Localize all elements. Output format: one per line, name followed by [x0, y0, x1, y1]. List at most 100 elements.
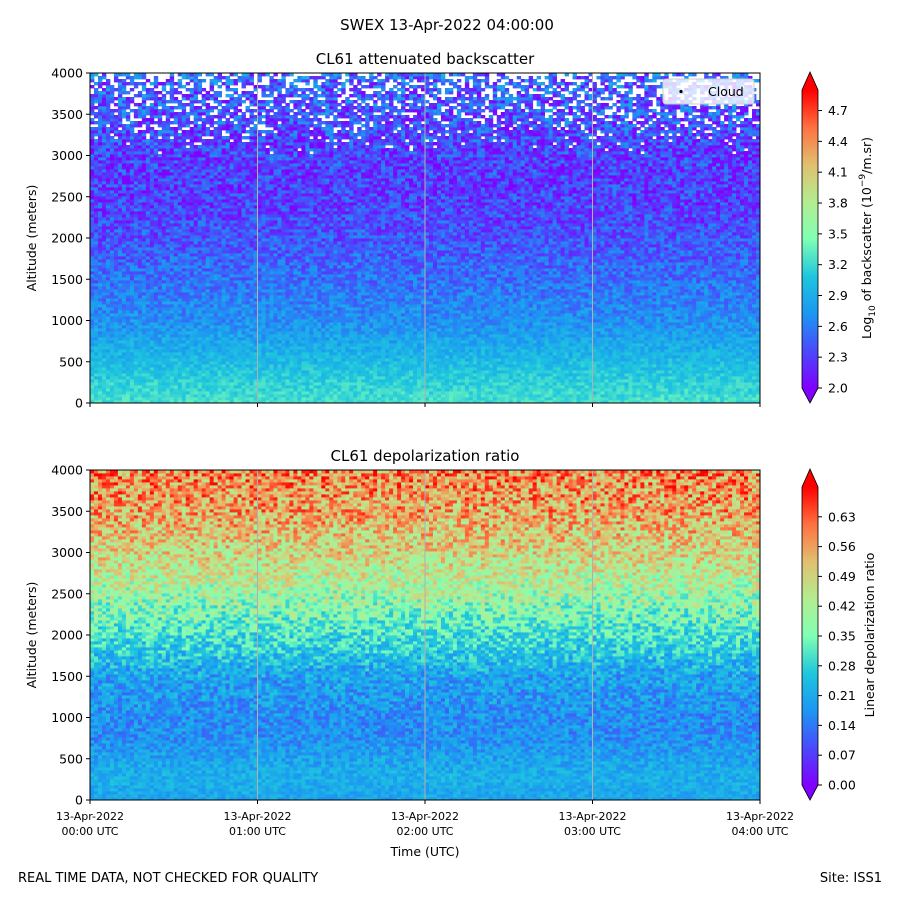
heatmap-cell [476, 385, 482, 389]
heatmap-cell [205, 328, 211, 332]
heatmap-cell [193, 385, 199, 389]
heatmap-cell [544, 376, 550, 380]
heatmap-cell [333, 367, 338, 371]
heatmap-cell [185, 319, 191, 323]
heatmap-cell [169, 352, 175, 356]
heatmap-cell [672, 358, 677, 362]
heatmap-cell [720, 370, 725, 374]
heatmap-cell [105, 391, 111, 395]
heatmap-cell [165, 313, 171, 317]
heatmap-cell [225, 352, 230, 356]
heatmap-cell [393, 376, 398, 380]
heatmap-cell [357, 370, 362, 374]
heatmap-cell [361, 337, 366, 341]
heatmap-cell [121, 373, 127, 377]
heatmap-cell [109, 385, 115, 389]
heatmap-cell [317, 361, 322, 365]
heatmap-cell [688, 385, 693, 389]
heatmap-cell [149, 373, 155, 377]
heatmap-cell [233, 313, 238, 317]
heatmap-cell [528, 361, 534, 365]
heatmap-cell [480, 361, 486, 365]
heatmap-cell [552, 334, 558, 338]
heatmap-cell [397, 358, 402, 362]
heatmap-cell [297, 397, 302, 401]
heatmap-cell [600, 325, 605, 329]
heatmap-cell [237, 340, 242, 344]
heatmap-cell [440, 373, 446, 377]
heatmap-cell [161, 343, 167, 347]
heatmap-cell [612, 394, 617, 398]
heatmap-cell [253, 400, 258, 404]
heatmap-cell [568, 397, 573, 401]
heatmap-cell [508, 391, 514, 395]
heatmap-cell [676, 331, 681, 335]
heatmap-cell [193, 313, 199, 317]
heatmap-cell [632, 346, 637, 350]
heatmap-cell [448, 349, 454, 353]
heatmap-cell [277, 364, 282, 368]
heatmap-cell [281, 373, 286, 377]
heatmap-cell [265, 352, 270, 356]
heatmap-cell [117, 367, 123, 371]
heatmap-cell [632, 337, 637, 341]
heatmap-cell [556, 382, 561, 386]
heatmap-cell [624, 388, 629, 392]
heatmap-cell [524, 352, 530, 356]
heatmap-cell [221, 364, 226, 368]
heatmap-cell [648, 316, 653, 320]
heatmap-cell [588, 370, 593, 374]
heatmap-cell [145, 328, 151, 332]
heatmap-cell [397, 376, 402, 380]
heatmap-cell [664, 388, 669, 392]
heatmap-cell [265, 370, 270, 374]
heatmap-cell [213, 343, 219, 347]
heatmap-cell [436, 388, 442, 392]
heatmap-cell [620, 328, 625, 332]
heatmap-cell [145, 394, 151, 398]
heatmap-cell [444, 370, 450, 374]
heatmap-cell [169, 364, 175, 368]
heatmap-cell [293, 370, 298, 374]
heatmap-cell [425, 394, 430, 398]
heatmap-cell [680, 400, 685, 404]
heatmap-cell [652, 343, 657, 347]
heatmap-cell [520, 340, 526, 344]
heatmap-cell [720, 328, 725, 332]
heatmap-cell [173, 313, 179, 317]
heatmap-cell [269, 352, 274, 356]
heatmap-cell [389, 328, 394, 332]
heatmap-cell [417, 370, 422, 374]
heatmap-cell [644, 352, 649, 356]
heatmap-cell [385, 343, 390, 347]
heatmap-cell [273, 370, 278, 374]
heatmap-cell [496, 367, 502, 371]
heatmap-cell [385, 388, 390, 392]
heatmap-cell [413, 328, 418, 332]
heatmap-cell [480, 340, 486, 344]
heatmap-cell [696, 358, 701, 362]
heatmap-cell [157, 328, 163, 332]
heatmap-cell [592, 337, 597, 341]
heatmap-cell [728, 385, 733, 389]
heatmap-cell [373, 382, 378, 386]
heatmap-cell [217, 319, 223, 323]
heatmap-cell [500, 370, 506, 374]
heatmap-cell [413, 343, 418, 347]
heatmap-cell [201, 373, 207, 377]
heatmap-cell [385, 370, 390, 374]
heatmap-cell [361, 331, 366, 335]
heatmap-cell [528, 382, 534, 386]
heatmap-cell [313, 379, 318, 383]
heatmap-cell [460, 316, 466, 320]
heatmap-cell [409, 370, 414, 374]
heatmap-cell [608, 316, 613, 320]
heatmap-cell [197, 364, 203, 368]
heatmap-cell [752, 385, 757, 389]
heatmap-cell [201, 358, 207, 362]
heatmap-cell [289, 316, 294, 320]
heatmap-cell [492, 337, 498, 341]
heatmap-cell [417, 373, 422, 377]
heatmap-cell [656, 388, 661, 392]
heatmap-cell [125, 331, 131, 335]
